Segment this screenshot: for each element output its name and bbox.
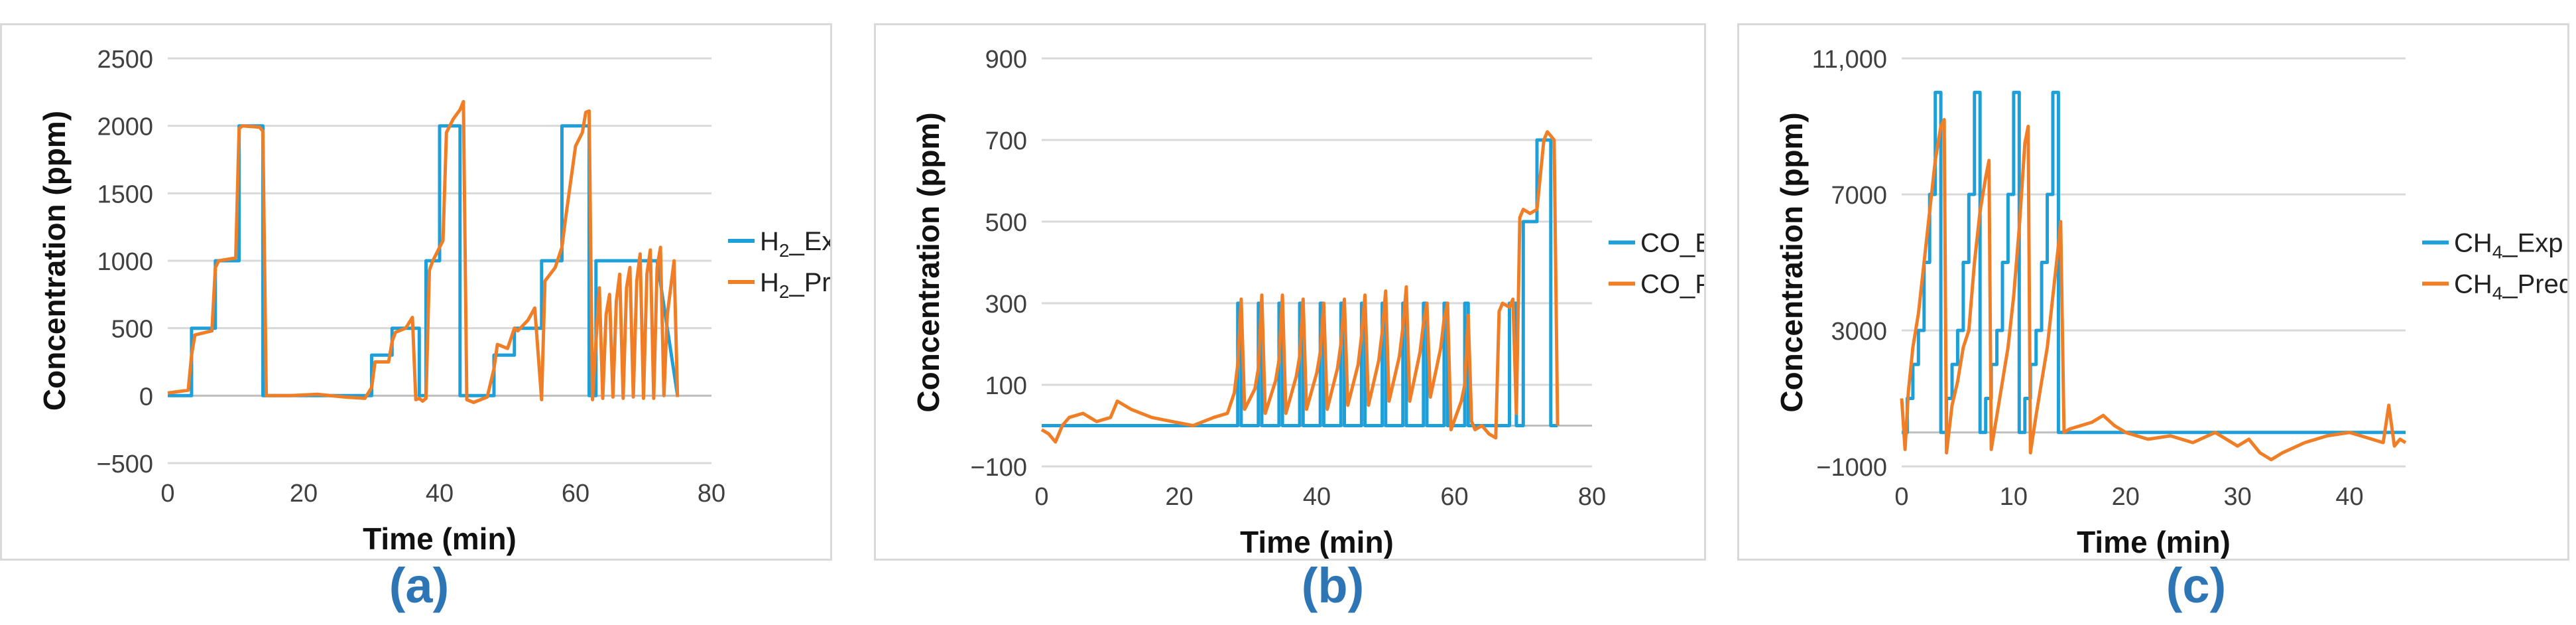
y-axis-title: Concentration (ppm) (911, 112, 946, 412)
x-axis-title: Time (min) (2077, 525, 2231, 559)
y-tick-label: 900 (985, 46, 1027, 74)
x-tick-label: 20 (1165, 483, 1193, 511)
series-line-CO_Exp (1042, 138, 1558, 427)
panel-a: −500 0 500 1000 1500 2000 2500 0 20 40 60 80 Time (m… (0, 23, 860, 561)
x-tick-label: 0 (1894, 483, 1908, 511)
y-tick-label: 0 (139, 383, 153, 411)
series-line-H2_Pred (167, 100, 680, 404)
chart-c: −1000 3000 7000 11,000 0 10 20 30 40 Time (min) Co… (1774, 46, 2573, 559)
panel-label-c: (c) (2166, 558, 2227, 613)
legend-entry: H2_Exp (760, 227, 830, 261)
legend-entry: H2_Pred (760, 268, 830, 302)
x-tick-label: 40 (1303, 483, 1331, 511)
x-axis-title: Time (min) (1240, 525, 1394, 559)
y-tick-label: 500 (111, 316, 153, 344)
y-tick-label: 7000 (1831, 182, 1887, 210)
x-tick-label: 80 (698, 480, 725, 508)
y-tick-label: −1000 (1816, 454, 1887, 482)
y-tick-label: 3000 (1831, 318, 1887, 346)
series-line-CH4_Pred (1900, 117, 2407, 462)
y-tick-label: 300 (985, 291, 1027, 318)
x-tick-label: 60 (562, 480, 589, 508)
x-tick-label: 0 (160, 480, 174, 508)
y-tick-label: −500 (96, 451, 153, 478)
legend-entry: CH4_Pred (2454, 270, 2567, 304)
series-line-CO_Pred (1040, 130, 1560, 444)
y-tick-label: 1500 (97, 180, 153, 208)
x-tick-label: 40 (2335, 483, 2363, 511)
series-line-CH4_Exp (1902, 90, 2406, 435)
x-tick-label: 40 (426, 480, 454, 508)
legend-entry: CO_Pred (1640, 270, 1704, 299)
legend-entry: CH4_Exp (2454, 229, 2563, 263)
x-tick-label: 20 (290, 480, 318, 508)
y-tick-label: 11,000 (1812, 46, 1887, 74)
y-tick-label: 2000 (97, 113, 153, 141)
panel-b: −100 100 300 500 700 900 0 20 40 60 80 Time (min) Co… (874, 23, 1751, 561)
panel-label-a: (a) (389, 558, 450, 613)
y-tick-label: 500 (985, 209, 1027, 237)
x-tick-label: 30 (2224, 483, 2252, 511)
chart-b: −100 100 300 500 700 900 0 20 40 60 80 Time (min) Co… (911, 46, 1751, 559)
y-tick-label: 1000 (97, 248, 153, 276)
x-tick-label: 60 (1440, 483, 1468, 511)
x-tick-label: 10 (2000, 483, 2028, 511)
x-tick-label: 0 (1034, 483, 1048, 511)
y-tick-label: 2500 (97, 46, 153, 74)
x-tick-label: 20 (2112, 483, 2140, 511)
series-line-H2_Exp (168, 124, 680, 397)
chart-a: −500 0 500 1000 1500 2000 2500 0 20 40 60 80 Time (m… (37, 46, 860, 556)
y-tick-label: 700 (985, 127, 1027, 155)
y-tick-label: −100 (970, 454, 1027, 482)
panel-label-b: (b) (1301, 558, 1365, 613)
x-axis-title: Time (min) (363, 521, 517, 556)
y-axis-title: Concentration (ppm) (1774, 112, 1809, 412)
x-tick-label: 80 (1578, 483, 1606, 511)
y-tick-label: 100 (985, 372, 1027, 400)
panel-c: −1000 3000 7000 11,000 0 10 20 30 40 Time (min) Co… (1737, 23, 2573, 561)
legend-entry: CO_Exp (1640, 229, 1704, 258)
y-axis-title: Concentration (ppm) (37, 111, 72, 411)
